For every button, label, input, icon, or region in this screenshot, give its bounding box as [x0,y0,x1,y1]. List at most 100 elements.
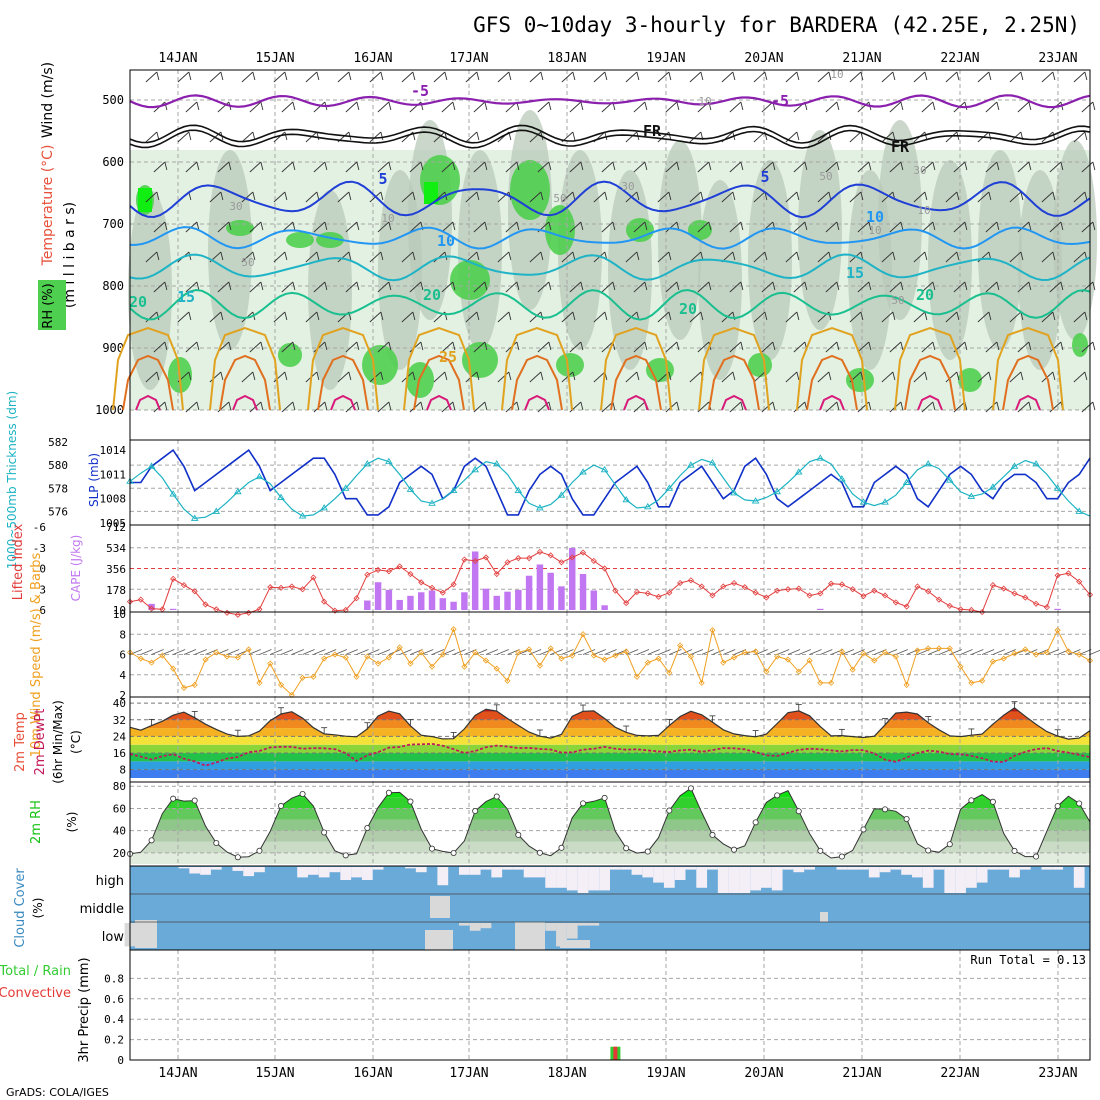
wind-barb-352 [1073,191,1088,203]
wind-barb-staff [601,341,614,353]
isotherm-label-13: 20 [916,286,934,304]
wind-barb-staff [857,221,870,233]
li-point-89 [1086,591,1094,598]
rh-blob-12 [798,130,842,330]
wind-barb-staff [345,341,358,353]
wind-barb-245 [793,221,808,233]
wind-barb-flag [220,311,224,321]
wind-barb-flag [988,191,992,201]
thickness-point-60 [773,487,781,495]
rh-core-14 [462,342,498,378]
wind-barb-flag [988,71,992,81]
wind-barb-staff [889,161,902,173]
isotherm-25-arch-6 [698,326,770,411]
thickness-point-48 [643,502,652,510]
wind-barb-96 [401,71,416,83]
wind-barb-staff [633,221,646,233]
wind-barb-284 [881,311,896,323]
wind-barb-staff [1049,161,1062,173]
cloud-level-middle: middle [80,902,124,917]
wind-barb-144 [529,71,544,83]
li-point-66 [838,581,845,588]
wind-barb-flag [412,251,416,261]
cloud-low-bar-31 [458,923,470,926]
wind-barb-317 [985,221,1000,233]
wind10-barb-63 [809,649,822,655]
wind-barb-flag [380,71,384,81]
wind-barb-flag [956,71,960,81]
wind-barb-flag [316,191,320,201]
wind-barb-flag [420,281,424,291]
wind-barb-50 [273,131,288,143]
wind-barb-135 [505,161,520,173]
wind-barb-staff [217,221,230,233]
wind-barb-flag [996,161,1000,171]
wind-barb-staff [985,401,998,413]
wind-barb-staff [569,161,582,173]
wind-barb-flag [644,101,648,111]
wind-barb-201 [665,341,680,353]
wind-barb-staff [1017,341,1030,353]
wind-barb-flag [868,281,872,291]
wind10-barb-77 [960,649,973,655]
isotherm-label-1: -5 [771,92,789,110]
wind-barb-27 [217,161,232,173]
wind-barb-flag [668,311,672,321]
rh-blob-0 [128,190,172,390]
wind-barb-77 [345,221,360,233]
wind10-point-17 [310,673,317,680]
wind-barb-staff [881,311,894,323]
wind-barb-staff [1081,161,1094,173]
cape-tick-4: 10 [113,604,126,617]
li-point-62 [795,585,802,592]
thick-ylabel: 1000~500mb Thickness (dm) [5,391,19,569]
wind-barb-52 [273,191,288,203]
cloud-high-bar-6 [189,867,201,874]
rh-label-10: 10 [917,204,930,217]
cape-tick-2: 356 [106,563,126,576]
wind10-barb-78 [971,649,984,655]
wind-barb-flag [188,371,192,381]
wind-barb-flag [668,71,672,81]
wind-barb-57 [281,341,296,353]
wind-barb-staff [785,311,798,323]
wind-barb-staff [473,101,486,113]
rh-blob-1 [208,150,252,350]
wind-barb-flag [932,101,936,111]
wind-barb-flag [508,311,512,321]
wind-barb-staff [345,401,358,413]
isotherm-fr-a [129,124,1091,144]
wind-barb-353 [1081,221,1096,233]
cloud-high-bar-33 [480,867,492,870]
wind-barb-243 [793,161,808,173]
wind-barb-staff [241,71,254,83]
wind-barb-349 [1081,101,1096,113]
cape-bar-42 [579,573,587,610]
li-point-54 [709,592,716,599]
wind-barb-323 [985,401,1000,413]
wind-barb-flag [740,101,744,111]
cape-bar-32 [471,551,479,610]
rh-point-40 [558,844,565,851]
wind-barb-51 [281,161,296,173]
rh-point-14 [278,802,285,809]
wind-barb-267 [857,161,872,173]
rh-blob-17 [1018,170,1062,370]
rh-point-56 [731,846,738,853]
wind-barb-99 [409,161,424,173]
precip-tick-0: 0.8 [104,972,124,985]
li-point-53 [698,583,705,590]
cloud-high-bar-51 [674,867,686,880]
wind10-point-26 [407,660,414,667]
li-point-9 [224,609,231,616]
wind-barb-staff [433,71,446,83]
wind-barb-303 [953,161,968,173]
wind-barb-28 [209,191,224,203]
wind-barb-flag [900,281,904,291]
below-surface-mask [131,413,1089,439]
cloud-low-bar-33 [480,923,492,929]
rh-band-5 [130,797,1090,809]
wind10-barb-46 [626,649,639,655]
wind-barb-staff [153,281,166,293]
wind-barb-staff [569,341,582,353]
